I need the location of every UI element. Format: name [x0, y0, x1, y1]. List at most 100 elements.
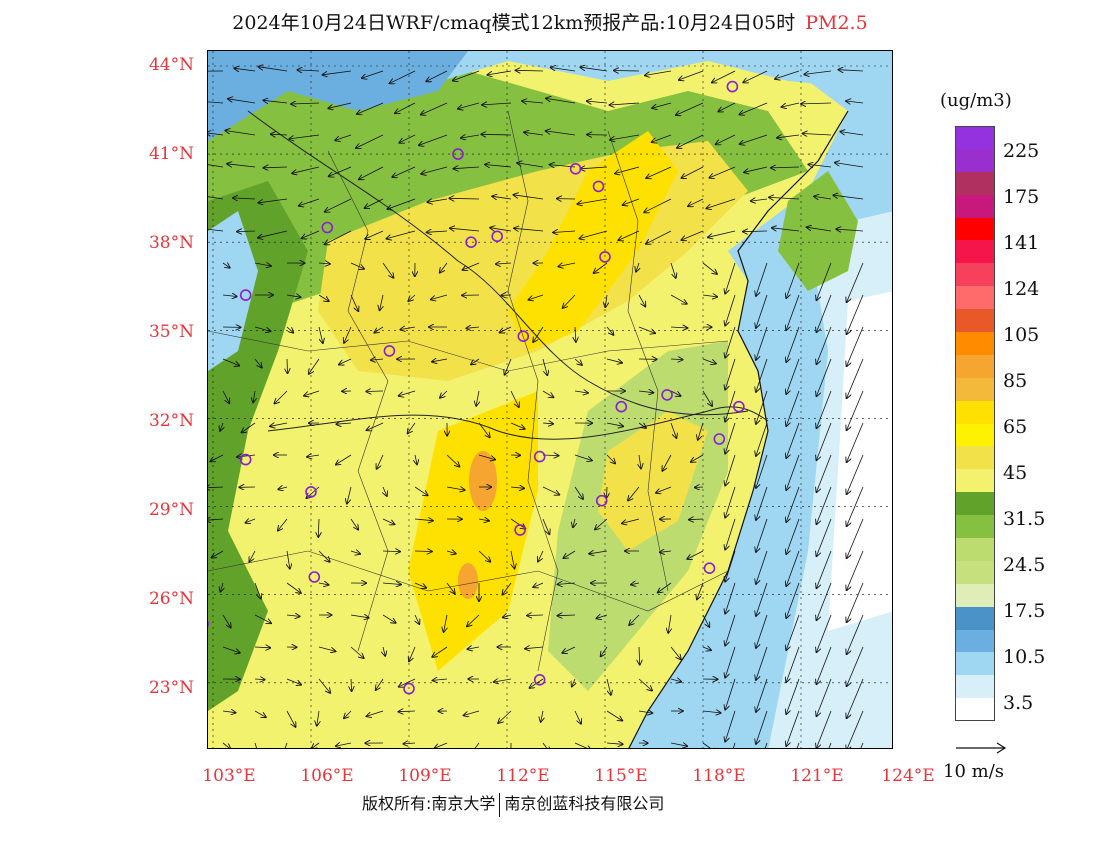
wind-arrow: [668, 614, 671, 633]
wind-arrow: [263, 100, 288, 103]
wind-arrow: [323, 70, 352, 75]
wind-arrow: [525, 647, 544, 649]
wind-arrow: [286, 295, 301, 297]
wind-arrow: [670, 646, 681, 659]
wind-arrow: [660, 551, 672, 552]
wind-arrow: [807, 227, 832, 232]
wind-arrow: [629, 614, 640, 625]
wind-arrow: [638, 391, 653, 393]
wind-arrow: [254, 326, 270, 331]
province-border-4: [208, 330, 729, 372]
wind-arrow: [601, 646, 608, 656]
wind-arrow: [662, 454, 672, 471]
wind-arrow: [533, 583, 544, 587]
wind-arrow: [725, 614, 736, 646]
legend-label: 105: [1003, 324, 1040, 346]
wind-arrow: [309, 358, 320, 374]
wind-arrow: [817, 294, 832, 332]
wind-arrow: [606, 423, 623, 426]
wind-arrow: [399, 134, 416, 143]
wind-arrow: [510, 422, 525, 429]
wind-arrow: [440, 390, 448, 398]
wind-arrow: [580, 67, 608, 72]
wind-arrow: [440, 262, 448, 273]
wind-arrow: [718, 102, 736, 112]
wind-arrow: [638, 423, 646, 428]
city-station-marker: [491, 230, 504, 243]
legend-label: 65: [1003, 416, 1028, 438]
wind-arrow: [318, 326, 323, 343]
wind-arrow: [366, 391, 384, 392]
wind-arrow: [490, 228, 512, 231]
wind-arrow: [574, 486, 583, 499]
wind-arrow: [751, 199, 768, 201]
legend-swatch: [955, 606, 995, 630]
wind-arrow: [297, 70, 320, 71]
city-station-marker: [703, 562, 716, 575]
wind-arrow: [432, 646, 448, 657]
wind-arrow: [817, 582, 832, 620]
wind-arrow: [670, 743, 687, 746]
wind-arrow: [542, 358, 547, 375]
wind-arrow: [574, 358, 582, 365]
wind-arrow: [636, 262, 639, 272]
wind-arrow: [670, 359, 683, 360]
lat-label-41: 41°N: [148, 144, 194, 164]
wind-arrow: [670, 422, 676, 438]
lat-label-32: 32°N: [148, 411, 194, 431]
wind-arrow: [553, 231, 576, 233]
wind-arrow: [478, 550, 490, 562]
wind-arrow: [623, 198, 640, 205]
wind-arrow: [698, 422, 704, 440]
copyright-text: 版权所有:南京大学: [362, 794, 496, 813]
wind-arrow: [307, 455, 320, 457]
wind-arrow: [607, 486, 608, 498]
wind-arrow: [387, 230, 416, 239]
city-station-marker: [465, 236, 477, 248]
wind-arrow: [377, 454, 384, 469]
wind-arrow: [258, 230, 288, 238]
wind-arrow: [687, 550, 704, 559]
wind-arrow: [299, 198, 320, 206]
title-main: 2024年10月24日WRF/cmaq模式12km预报产品:10月24日05时: [232, 12, 796, 34]
wind-vectors: [208, 67, 864, 748]
wind-arrow: [522, 101, 544, 103]
wind-arrow: [817, 326, 832, 364]
wind-arrow: [482, 103, 512, 105]
wind-arrow: [432, 359, 448, 362]
city-station-marker: [592, 180, 605, 193]
wind-arrow: [511, 550, 515, 568]
wind-arrow: [702, 647, 711, 650]
wind-arrow: [367, 710, 384, 716]
wind-arrow: [464, 710, 480, 715]
wind-arrow: [725, 294, 736, 326]
wind-arrow: [466, 327, 480, 328]
wind-arrow: [542, 455, 559, 456]
wind-arrow: [573, 518, 575, 527]
wind-arrow: [836, 229, 864, 231]
wind-arrow: [670, 262, 676, 278]
legend-swatch: [955, 698, 995, 722]
wind-arrow: [538, 550, 544, 562]
wind-arrow: [383, 646, 385, 656]
wind-arrow: [390, 70, 416, 83]
wind-arrow: [357, 102, 384, 114]
legend-swatch: [955, 126, 995, 149]
wind-arrow: [606, 454, 615, 463]
wind-arrow: [847, 262, 864, 302]
wind-arrow: [847, 582, 864, 622]
southeast-yellow-zone: [598, 411, 708, 551]
coastline: [628, 110, 849, 748]
wind-arrow: [208, 101, 224, 104]
wind-arrow: [222, 711, 236, 713]
wind-arrow: [756, 582, 768, 616]
wind-arrow: [516, 70, 544, 71]
wind-arrow: [500, 326, 512, 333]
wind-arrow: [292, 166, 320, 173]
wind-arrow: [446, 487, 465, 490]
wind-arrow: [656, 486, 672, 493]
wind-arrow: [403, 743, 416, 744]
legend-label: 45: [1003, 462, 1028, 484]
wind-arrow: [580, 230, 608, 239]
wind-arrow: [542, 486, 559, 495]
